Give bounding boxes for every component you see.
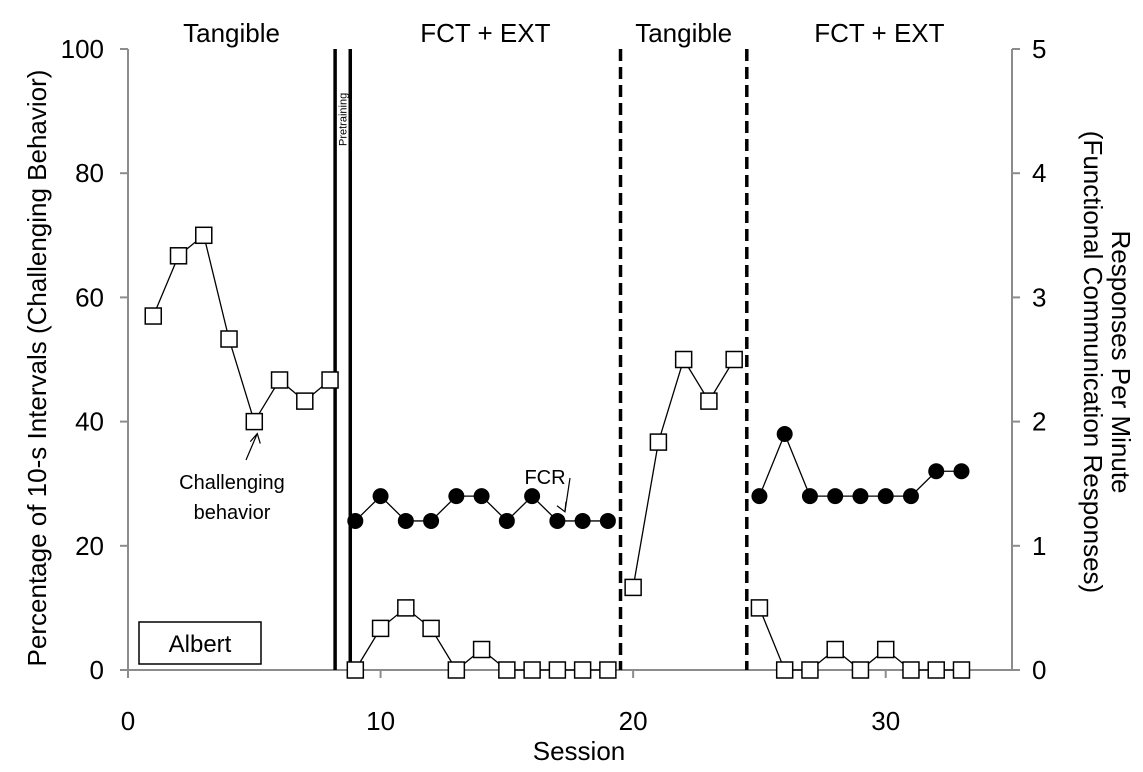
challenging-behavior-line: [758, 607, 962, 671]
fcr-point: [498, 512, 515, 529]
y-right-tick-label: 5: [1032, 34, 1046, 64]
phase-label: Tangible: [635, 18, 732, 48]
x-tick-label: 0: [121, 706, 135, 736]
y-left-tick-label: 80: [75, 158, 104, 188]
y-left-tick-label: 20: [75, 531, 104, 561]
challenging-behavior-point: [851, 661, 870, 679]
fcr-point: [448, 488, 465, 505]
fcr-point: [549, 512, 566, 529]
challenging-behavior-point: [599, 661, 617, 679]
challenging-behavior-point: [397, 599, 415, 617]
challenging-behavior-point: [649, 433, 668, 451]
y-axis-right-label-line2: (Functional Communication Responses): [1078, 131, 1108, 593]
phase-label: FCT + EXT: [420, 18, 550, 48]
challenging-behavior-point: [674, 350, 693, 369]
fcr-point: [776, 426, 793, 443]
x-tick-label: 10: [366, 706, 395, 736]
annotation-arrowhead: [556, 501, 567, 513]
fcr-point: [397, 512, 414, 529]
fcr-point: [928, 463, 945, 480]
fcr-line: [758, 432, 962, 497]
challenging-behavior-point: [750, 599, 769, 617]
fcr-point: [852, 488, 869, 505]
challenging-behavior-point: [472, 640, 491, 659]
challenging-behavior-point: [952, 661, 971, 679]
challenging-behavior-point: [523, 661, 541, 679]
challenging-behavior-line: [354, 607, 608, 671]
x-tick-label: 20: [619, 706, 648, 736]
challenging-behavior-point: [725, 350, 743, 369]
challenging-behavior-point: [220, 330, 238, 348]
fcr-point: [902, 488, 919, 505]
fcr-point: [877, 488, 894, 505]
challenging-behavior-point: [195, 226, 213, 245]
challenging-behavior-point: [902, 661, 920, 679]
challenging-behavior-point: [447, 661, 466, 679]
annotation-fcr: FCR: [524, 467, 565, 489]
challenging-behavior-point: [346, 661, 365, 679]
y-left-tick-label: 40: [75, 407, 104, 437]
challenging-behavior-point: [876, 640, 895, 659]
phase-lines-layer: Tangible Pretraining FCT + EXT Tangible FCT …: [183, 18, 945, 670]
y-right-tick-label: 3: [1032, 282, 1046, 312]
challenging-behavior-point: [700, 392, 718, 410]
y-right-tick-label: 4: [1032, 158, 1046, 188]
fcr-point: [473, 488, 490, 505]
x-axis-label: Session: [533, 736, 626, 766]
phase-label: Tangible: [183, 18, 280, 48]
participant-label: Albert: [169, 631, 232, 658]
y-left-tick-label: 100: [61, 34, 104, 64]
challenging-behavior-point: [498, 661, 516, 679]
ticks-layer: 0 10 20 30 0 20 40 60 80 100 0 1 2 3 4 5: [61, 34, 1047, 736]
fcr-point: [953, 463, 970, 480]
annotations-layer: Challenging behavior FCR: [179, 432, 571, 524]
annotation-challenging-behavior: Challenging: [179, 472, 285, 494]
annotation-arrow: [245, 433, 258, 461]
challenging-behavior-point: [144, 307, 163, 325]
challenging-behavior-point: [245, 412, 264, 431]
challenging-behavior-point: [270, 371, 289, 389]
challenging-behavior-point: [826, 640, 844, 659]
y-axis-right-label-line1: Responses Per Minute: [1106, 230, 1136, 493]
challenging-behavior-point: [169, 247, 188, 265]
y-right-tick-label: 1: [1032, 531, 1046, 561]
challenging-behavior-point: [927, 661, 945, 679]
series-layer: [144, 226, 971, 679]
y-right-tick-label: 2: [1032, 407, 1046, 437]
axes-layer: [127, 49, 1013, 671]
fcr-point: [827, 488, 844, 505]
annotation-arrowhead: [249, 432, 261, 444]
fcr-point: [423, 512, 440, 529]
challenging-behavior-point: [371, 619, 390, 638]
challenging-behavior-line: [632, 357, 735, 588]
fcr-point: [574, 512, 591, 529]
challenging-behavior-point: [573, 661, 592, 679]
participant-box: Albert: [138, 621, 262, 665]
challenging-behavior-point: [624, 578, 642, 597]
challenging-behavior-point: [801, 661, 819, 679]
challenging-behavior-point: [296, 392, 314, 410]
phase-label-pretraining: Pretraining: [338, 93, 350, 146]
challenging-behavior-point: [321, 371, 339, 389]
fcr-point: [372, 488, 389, 505]
annotation-challenging-behavior: behavior: [194, 502, 271, 524]
y-axis-left-label: Percentage of 10-s Intervals (Challengin…: [22, 70, 52, 667]
fcr-point: [524, 488, 541, 505]
challenging-behavior-point: [422, 619, 440, 638]
phase-label: FCT + EXT: [814, 18, 944, 48]
fcr-point: [599, 512, 616, 529]
challenging-behavior-point: [775, 661, 794, 679]
x-tick-label: 30: [871, 706, 900, 736]
y-left-tick-label: 0: [90, 655, 104, 685]
y-right-tick-label: 0: [1032, 655, 1046, 685]
y-left-tick-label: 60: [75, 282, 104, 312]
fcr-point: [751, 488, 768, 505]
fcr-point: [347, 512, 364, 529]
fcr-point: [801, 488, 818, 505]
challenging-behavior-point: [548, 661, 567, 679]
